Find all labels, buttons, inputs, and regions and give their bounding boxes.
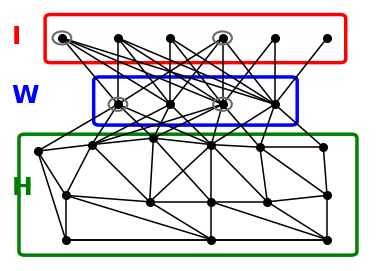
Text: W: W — [12, 85, 39, 108]
Text: I: I — [12, 25, 21, 49]
Text: H: H — [12, 176, 32, 199]
